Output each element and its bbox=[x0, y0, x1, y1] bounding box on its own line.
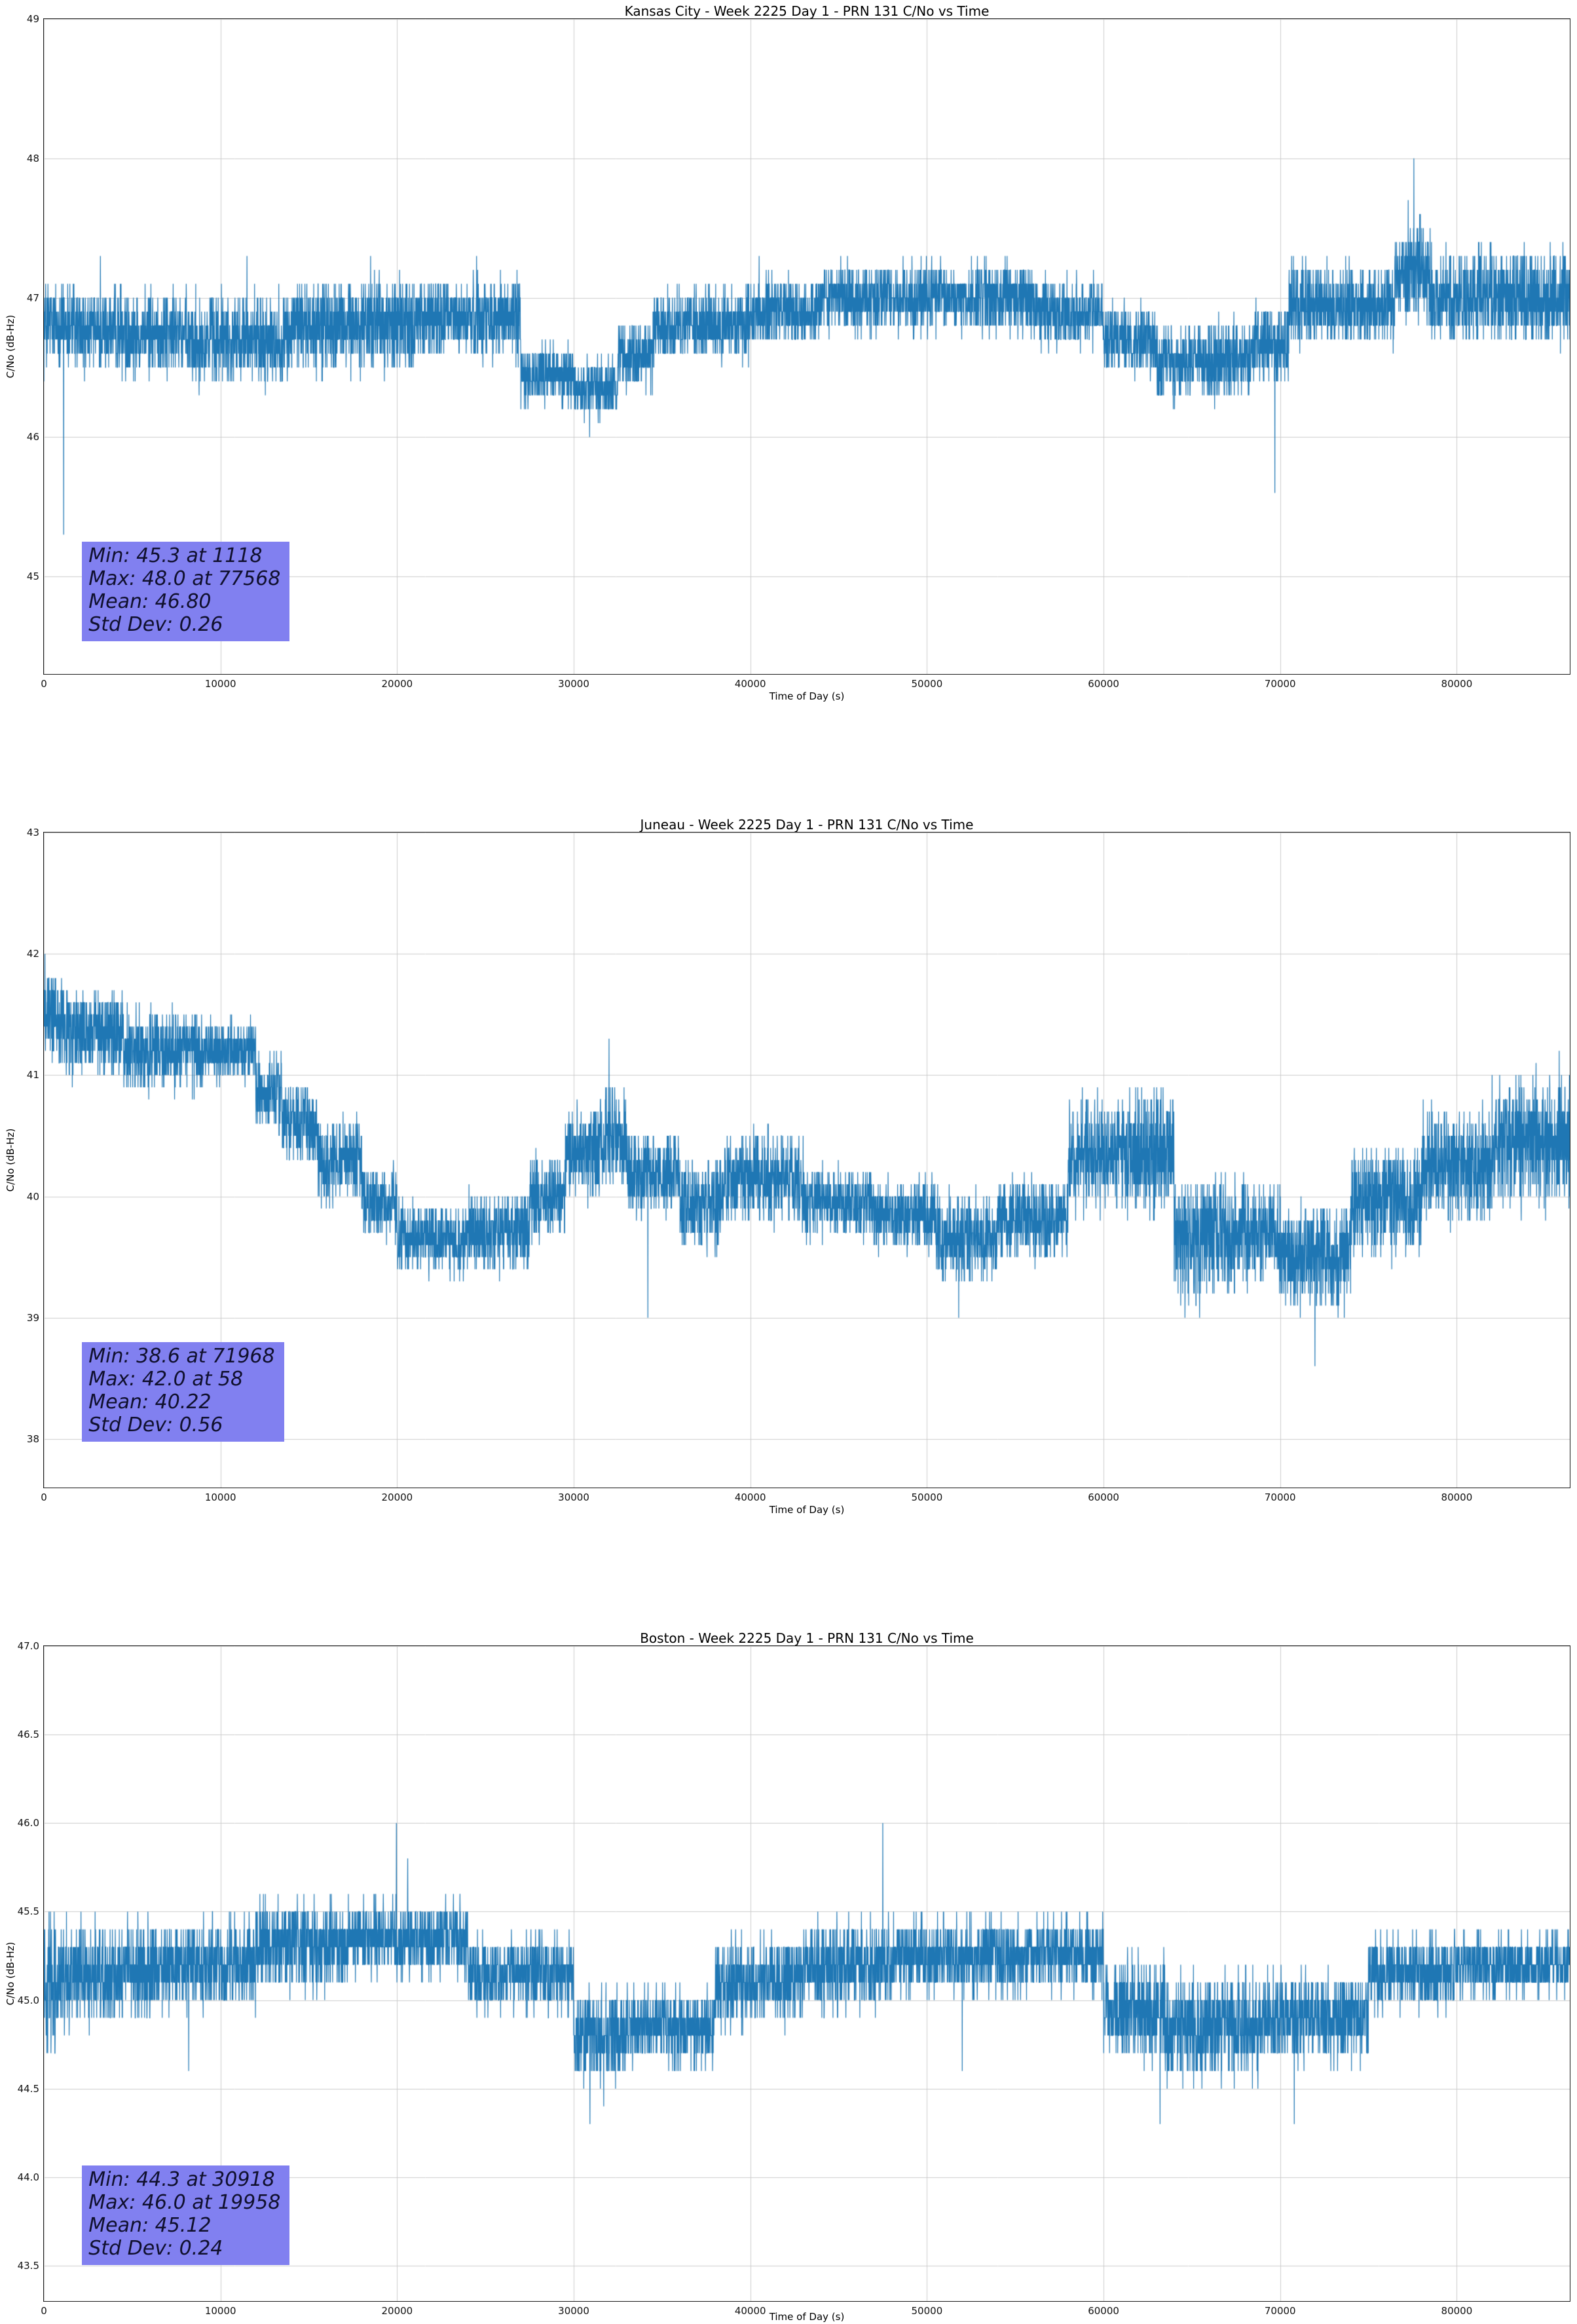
y-tick-label: 46.5 bbox=[17, 1729, 39, 1741]
x-axis-label: Time of Day (s) bbox=[769, 690, 845, 702]
x-tick-label: 10000 bbox=[204, 1491, 236, 1503]
x-tick-label: 20000 bbox=[381, 1491, 413, 1503]
y-tick-label: 40 bbox=[26, 1190, 39, 1203]
x-tick-label: 60000 bbox=[1088, 678, 1119, 690]
x-tick-label: 30000 bbox=[558, 1491, 589, 1503]
x-tick-label: 10000 bbox=[204, 2305, 236, 2317]
y-tick-label: 45 bbox=[26, 571, 39, 583]
x-tick-label: 50000 bbox=[911, 2305, 943, 2317]
y-tick-label: 47.0 bbox=[17, 1640, 39, 1652]
y-tick-label: 44.0 bbox=[17, 2171, 39, 2183]
chart-title: Juneau - Week 2225 Day 1 - PRN 131 C/No … bbox=[640, 817, 974, 833]
stat-max: Max: 46.0 at 19958 bbox=[88, 2191, 281, 2215]
x-tick-label: 40000 bbox=[734, 678, 766, 690]
x-tick-label: 0 bbox=[41, 1491, 47, 1503]
figure-juneau: Juneau - Week 2225 Day 1 - PRN 131 C/No … bbox=[0, 817, 1577, 1516]
y-tick-label: 38 bbox=[26, 1433, 39, 1445]
y-tick-label: 42 bbox=[26, 948, 39, 960]
plot-area: Min: 38.6 at 71968 Max: 42.0 at 58 Mean:… bbox=[27, 827, 1570, 1503]
y-tick-label: 39 bbox=[26, 1311, 39, 1324]
stat-stddev: Std Dev: 0.26 bbox=[88, 613, 223, 637]
y-tick-label: 49 bbox=[26, 13, 39, 25]
y-tick-label: 46 bbox=[26, 431, 39, 443]
chart-title: Boston - Week 2225 Day 1 - PRN 131 C/No … bbox=[640, 1630, 974, 1646]
y-tick-label: 41 bbox=[26, 1069, 39, 1081]
x-tick-label: 50000 bbox=[911, 1491, 943, 1503]
chart-canvas bbox=[44, 833, 1570, 1488]
x-tick-label: 0 bbox=[41, 2305, 47, 2317]
figure-boston: Boston - Week 2225 Day 1 - PRN 131 C/No … bbox=[0, 1631, 1577, 2323]
x-tick-label: 70000 bbox=[1264, 678, 1296, 690]
y-axis-label: C/No (dB-Hz) bbox=[5, 1128, 16, 1192]
plot-area: Min: 44.3 at 30918 Max: 46.0 at 19958 Me… bbox=[18, 1640, 1570, 2317]
y-tick-label: 48 bbox=[26, 152, 39, 164]
stat-max: Max: 48.0 at 77568 bbox=[88, 567, 281, 591]
stat-min: Min: 44.3 at 30918 bbox=[88, 2168, 275, 2191]
x-tick-label: 30000 bbox=[558, 678, 589, 690]
x-tick-label: 30000 bbox=[558, 2305, 589, 2317]
x-tick-label: 80000 bbox=[1441, 2305, 1473, 2317]
x-axis-label: Time of Day (s) bbox=[769, 1504, 845, 1516]
stat-stddev: Std Dev: 0.56 bbox=[88, 1414, 223, 1437]
stat-max: Max: 42.0 at 58 bbox=[88, 1368, 244, 1391]
x-tick-label: 70000 bbox=[1264, 1491, 1296, 1503]
x-tick-label: 60000 bbox=[1088, 2305, 1119, 2317]
x-tick-label: 80000 bbox=[1441, 1491, 1473, 1503]
y-axis-label: C/No (dB-Hz) bbox=[5, 314, 16, 379]
x-tick-label: 10000 bbox=[204, 678, 236, 690]
x-tick-label: 80000 bbox=[1441, 678, 1473, 690]
y-tick-label: 43.5 bbox=[17, 2259, 39, 2272]
x-axis-label: Time of Day (s) bbox=[769, 2311, 845, 2323]
x-tick-label: 50000 bbox=[911, 678, 943, 690]
stat-mean: Mean: 40.22 bbox=[88, 1391, 212, 1414]
y-tick-label: 45.0 bbox=[17, 1994, 39, 2006]
chart-title: Kansas City - Week 2225 Day 1 - PRN 131 … bbox=[624, 3, 990, 19]
plot-wrap: C/No (dB-Hz) Min: 45.3 at 1118 Max: 48.0… bbox=[0, 13, 1577, 702]
x-tick-label: 60000 bbox=[1088, 1491, 1119, 1503]
x-tick-label: 40000 bbox=[734, 1491, 766, 1503]
stat-mean: Mean: 46.80 bbox=[88, 590, 212, 614]
x-tick-label: 70000 bbox=[1264, 2305, 1296, 2317]
plot-wrap: C/No (dB-Hz) Min: 44.3 at 30918 Max: 46.… bbox=[0, 1640, 1577, 2323]
plot-area: Min: 45.3 at 1118 Max: 48.0 at 77568 Mea… bbox=[27, 13, 1570, 690]
x-tick-label: 20000 bbox=[381, 2305, 413, 2317]
stats-box: Min: 38.6 at 71968 Max: 42.0 at 58 Mean:… bbox=[82, 1342, 284, 1442]
y-tick-label: 47 bbox=[26, 291, 39, 304]
y-tick-label: 44.5 bbox=[17, 2082, 39, 2095]
chart-canvas bbox=[44, 19, 1570, 674]
stats-box: Min: 44.3 at 30918 Max: 46.0 at 19958 Me… bbox=[82, 2165, 290, 2266]
figure-kansas-city: Kansas City - Week 2225 Day 1 - PRN 131 … bbox=[0, 4, 1577, 702]
x-tick-label: 20000 bbox=[381, 678, 413, 690]
y-axis-label: C/No (dB-Hz) bbox=[5, 1941, 16, 2006]
x-tick-label: 40000 bbox=[734, 2305, 766, 2317]
x-tick-label: 0 bbox=[41, 678, 47, 690]
y-tick-label: 43 bbox=[26, 827, 39, 838]
stats-box: Min: 45.3 at 1118 Max: 48.0 at 77568 Mea… bbox=[82, 542, 290, 642]
y-tick-label: 46.0 bbox=[17, 1817, 39, 1829]
stat-mean: Mean: 45.12 bbox=[88, 2214, 212, 2238]
stat-min: Min: 45.3 at 1118 bbox=[88, 544, 263, 567]
y-tick-label: 45.5 bbox=[17, 1905, 39, 1918]
chart-canvas bbox=[44, 1646, 1570, 2301]
stat-min: Min: 38.6 at 71968 bbox=[88, 1345, 275, 1368]
stat-stddev: Std Dev: 0.24 bbox=[88, 2237, 223, 2260]
plot-wrap: C/No (dB-Hz) Min: 38.6 at 71968 Max: 42.… bbox=[0, 827, 1577, 1516]
